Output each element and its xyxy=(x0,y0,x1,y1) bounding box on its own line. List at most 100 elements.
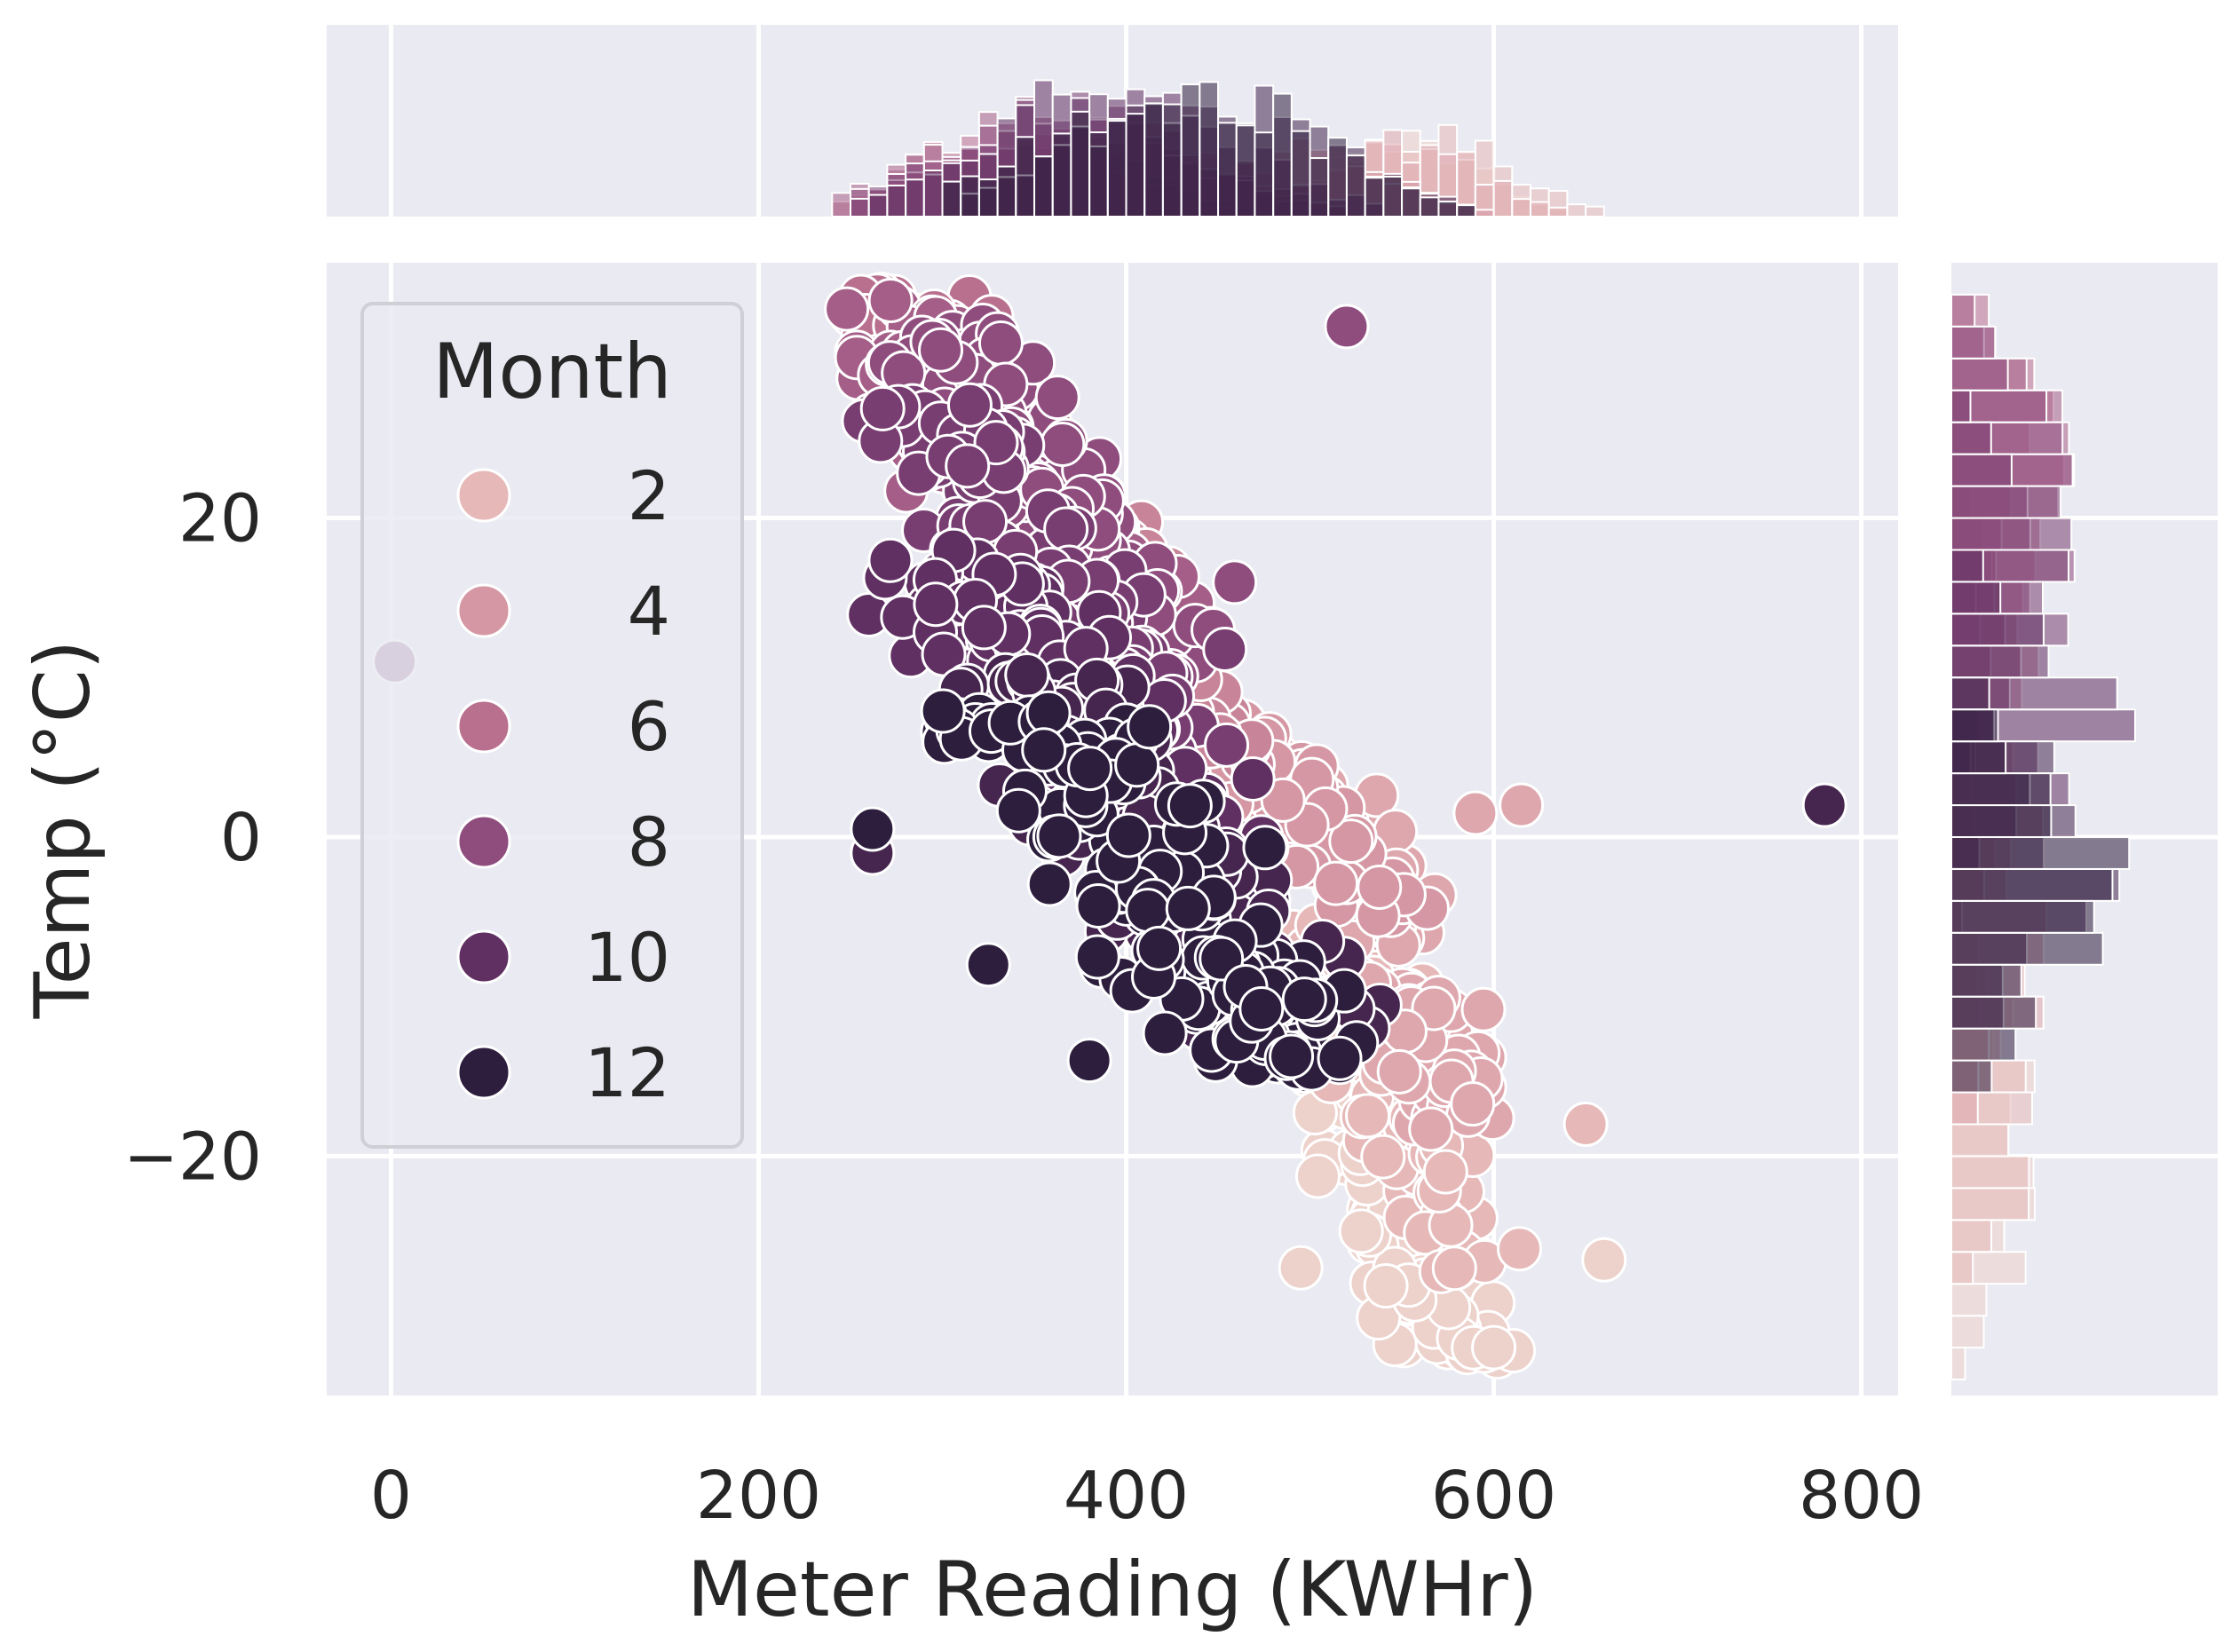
scatter-point xyxy=(1422,1149,1468,1195)
scatter-point xyxy=(1125,888,1171,934)
right-hist-bar xyxy=(1950,1219,1992,1253)
scatter-points xyxy=(372,272,1847,1380)
scatter-point xyxy=(1066,1038,1112,1084)
y-tick-label: 20 xyxy=(178,481,262,557)
scatter-point xyxy=(1142,1010,1188,1056)
top-hist-bar xyxy=(1327,137,1348,217)
x-tick-label: 600 xyxy=(1431,1458,1556,1534)
legend-label-12: 12 xyxy=(584,1033,670,1112)
right-hist-bar xyxy=(1950,676,1990,711)
scatter-point xyxy=(945,443,991,489)
legend-marker-10 xyxy=(456,929,511,984)
scatter-point xyxy=(1075,882,1121,929)
top-hist-bar xyxy=(1180,83,1201,218)
scatter-point xyxy=(1450,1081,1496,1127)
right-hist-bar xyxy=(1950,1027,2017,1062)
x-tick-labels: 0 200 400 600 800 xyxy=(370,1458,1924,1534)
scatter-point xyxy=(1313,860,1359,906)
scatter-point xyxy=(920,688,966,734)
scatter-point xyxy=(1004,652,1050,698)
legend-label-4: 4 xyxy=(628,572,670,651)
scatter-point xyxy=(1496,1226,1542,1272)
top-hist-bar xyxy=(831,192,851,217)
scatter-point xyxy=(1345,1093,1391,1139)
top-hist-bar xyxy=(1161,103,1183,217)
right-hist-bar xyxy=(1950,357,2009,391)
scatter-point xyxy=(1338,1208,1384,1254)
right-hist-bar xyxy=(1950,644,2050,679)
right-hist-bar xyxy=(1950,549,1984,583)
right-hist-bar xyxy=(1950,485,2062,519)
right-hist-bar xyxy=(1950,963,2022,998)
scatter-point xyxy=(1408,1106,1454,1152)
scatter-point xyxy=(1114,742,1160,788)
top-hist-bar xyxy=(1585,205,1605,217)
top-hist-bar xyxy=(1125,113,1146,218)
scatter-point xyxy=(913,581,959,628)
scatter-point xyxy=(1376,1048,1422,1095)
scatter-point xyxy=(1471,1324,1517,1371)
scatter-point xyxy=(1269,1033,1315,1079)
y-axis-title: Temp (°C) xyxy=(19,640,107,1020)
top-hist-bar xyxy=(1254,131,1275,217)
y-tick-labels: −20 0 20 xyxy=(123,481,262,1196)
legend-marker-4 xyxy=(456,583,511,638)
right-hist-bar xyxy=(1950,389,1972,423)
top-hist-bar xyxy=(941,180,962,217)
scatter-point xyxy=(1040,422,1086,468)
right-hist-bar xyxy=(1950,421,1992,455)
top-hist-bar xyxy=(922,170,944,217)
top-hist-bar xyxy=(867,194,889,217)
top-hist-bar xyxy=(1199,81,1220,217)
scatter-point xyxy=(946,382,993,428)
right-hist-bar xyxy=(1950,1251,1974,1285)
top-hist-bar xyxy=(1070,110,1091,217)
right-hist-bar xyxy=(1950,1155,2030,1190)
right-hist-bar xyxy=(1950,931,2104,966)
right-hist-bar xyxy=(1950,581,2002,615)
y-tick-label: −20 xyxy=(123,1118,262,1195)
right-hist-bar xyxy=(1950,867,2114,902)
top-hist-bar xyxy=(1382,175,1404,217)
scatter-point xyxy=(850,806,896,852)
scatter-point xyxy=(1563,1101,1609,1147)
top-hist-bar xyxy=(1456,204,1476,217)
scatter-point xyxy=(1294,1153,1341,1199)
top-hist-bar xyxy=(1511,198,1531,217)
scatter-point xyxy=(1026,861,1072,907)
x-axis-title: Meter Reading (KWHr) xyxy=(687,1545,1538,1634)
scatter-point xyxy=(1357,864,1403,910)
scatter-point xyxy=(1324,304,1370,350)
scatter-point xyxy=(965,942,1011,988)
top-hist-bar xyxy=(1143,102,1164,217)
right-hist-bar xyxy=(1950,613,2045,647)
right-hist-bar xyxy=(1950,325,1997,360)
right-hist-bar xyxy=(1950,1123,2010,1158)
legend-marker-2 xyxy=(456,468,511,523)
scatter-point xyxy=(1034,375,1080,421)
top-hist-bar xyxy=(850,197,870,217)
legend-label-10: 10 xyxy=(584,918,670,997)
scatter-point xyxy=(1067,746,1113,792)
scatter-point xyxy=(918,327,964,373)
scatter-point xyxy=(1074,934,1120,980)
top-hist-bar xyxy=(886,184,907,217)
right-hist-bar xyxy=(1950,1059,1993,1094)
right-hist-bar xyxy=(1950,772,2052,807)
legend-entries: 2 4 6 8 10 12 xyxy=(456,456,670,1112)
right-hist-bar xyxy=(1950,835,2131,870)
top-hist-bar xyxy=(1419,196,1440,217)
scatter-point xyxy=(1242,825,1288,871)
scatter-point xyxy=(1278,1245,1324,1291)
right-hist-bar xyxy=(1950,1283,1988,1317)
legend-marker-6 xyxy=(456,699,511,754)
top-hist-bar xyxy=(1290,130,1311,217)
top-hist-bar xyxy=(1088,131,1109,217)
legend-box xyxy=(360,302,744,1149)
legend-marker-12 xyxy=(456,1045,511,1100)
scatter-point xyxy=(1363,1263,1409,1309)
top-hist-bar xyxy=(1345,154,1366,217)
scatter-point xyxy=(1167,783,1213,829)
right-hist-bar xyxy=(1950,899,2095,934)
scatter-point xyxy=(1499,782,1545,828)
